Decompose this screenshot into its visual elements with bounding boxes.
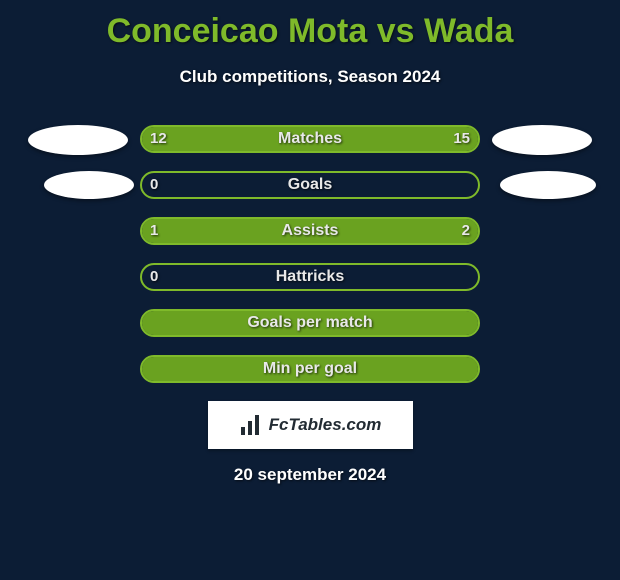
stat-label: Goals per match <box>142 311 478 335</box>
logo-box: FcTables.com <box>208 401 413 449</box>
stat-bar-track: 1215Matches <box>140 125 480 153</box>
subtitle: Club competitions, Season 2024 <box>0 67 620 87</box>
stat-label: Hattricks <box>142 265 478 289</box>
stat-bar-track: 0Hattricks <box>140 263 480 291</box>
stat-label: Assists <box>142 219 478 243</box>
stat-bar-track: 0Goals <box>140 171 480 199</box>
stat-bar-track: Goals per match <box>140 309 480 337</box>
stat-row: Goals per match <box>20 309 600 339</box>
stat-bar-track: Min per goal <box>140 355 480 383</box>
bars-icon <box>239 413 263 437</box>
stat-label: Min per goal <box>142 357 478 381</box>
logo-text: FcTables.com <box>269 415 382 435</box>
page-title: Conceicao Mota vs Wada <box>0 0 620 51</box>
stat-label: Matches <box>142 127 478 151</box>
comparison-chart: 1215Matches 0Goals 12Assists 0Hattricks Goal… <box>20 125 600 385</box>
stat-row: Min per goal <box>20 355 600 385</box>
stat-row: 1215Matches <box>20 125 600 155</box>
stat-row: 0Hattricks <box>20 263 600 293</box>
stat-bar-track: 12Assists <box>140 217 480 245</box>
stat-label: Goals <box>142 173 478 197</box>
date-label: 20 september 2024 <box>0 465 620 485</box>
stat-row: 0Goals <box>20 171 600 201</box>
stat-row: 12Assists <box>20 217 600 247</box>
